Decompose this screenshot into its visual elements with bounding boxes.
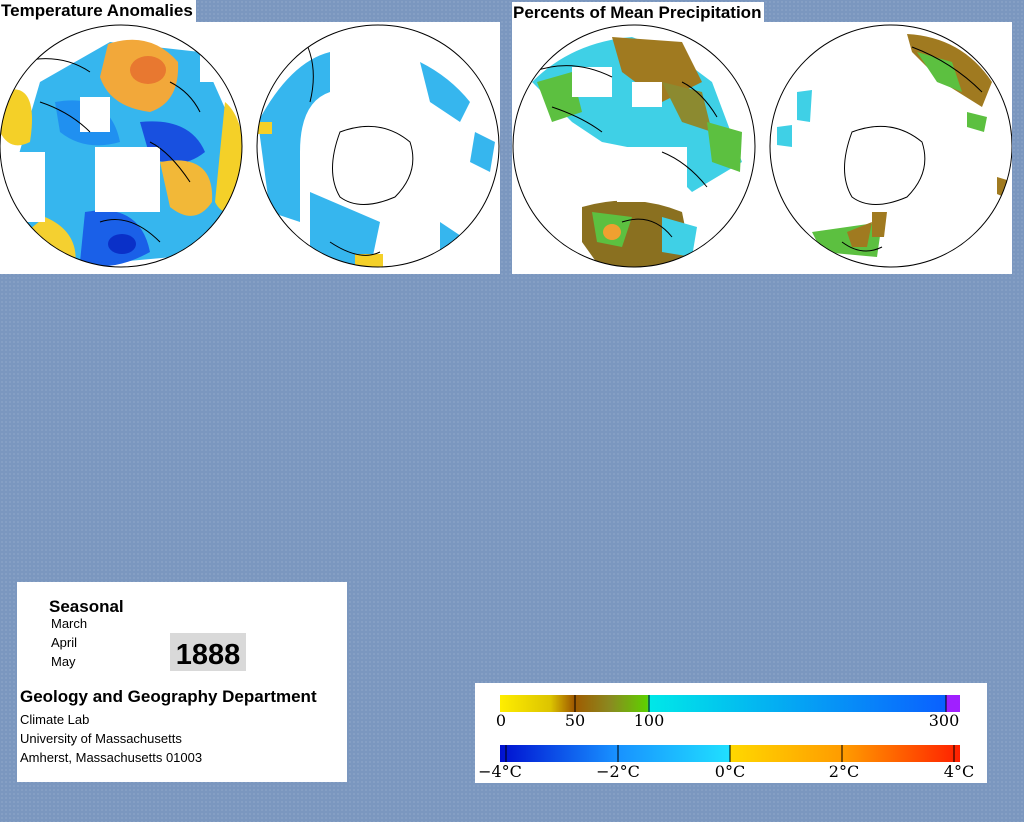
precip-tick-label: 300 <box>928 711 960 730</box>
temperature-panel-title: Temperature Anomalies <box>0 0 196 22</box>
precipitation-colorbar <box>500 695 960 712</box>
season-label: Seasonal <box>49 597 124 616</box>
temp-tick-label: −4°C <box>478 762 522 781</box>
temperature-anomalies-panel <box>0 22 500 274</box>
precipitation-panel <box>512 22 1012 274</box>
temp-tick-label: 0°C <box>714 762 746 781</box>
temp-tick-label: 4°C <box>943 762 975 781</box>
precipitation-map <box>512 24 1012 268</box>
month-label: May <box>51 654 76 669</box>
precipitation-panel-title: Percents of Mean Precipitation <box>512 2 765 24</box>
temp-tick-label: −2°C <box>596 762 640 781</box>
northern-hemisphere-temperature <box>0 25 242 267</box>
month-label: March <box>51 616 88 631</box>
temperature-map <box>0 24 500 268</box>
info-box: Seasonal March April May 1888 Geology an… <box>17 582 347 782</box>
department-name: Geology and Geography Department <box>20 687 317 706</box>
southern-hemisphere-precipitation <box>770 25 1012 267</box>
legend-bars <box>500 695 960 762</box>
color-legend: 0 50 100 300 −4°C −2°C 0°C 2°C 4°C <box>475 683 987 783</box>
address-line: Amherst, Massachusetts 01003 <box>20 750 203 765</box>
southern-hemisphere-temperature <box>257 25 499 267</box>
precip-tick-label: 50 <box>564 711 586 730</box>
precip-tick-label: 0 <box>495 711 507 730</box>
year-display: 1888 <box>170 633 246 671</box>
address-line: Climate Lab <box>20 712 90 727</box>
precip-tick-label: 100 <box>633 711 665 730</box>
month-label: April <box>51 635 78 650</box>
address-line: University of Massachusetts <box>20 731 182 746</box>
temp-tick-label: 2°C <box>828 762 860 781</box>
northern-hemisphere-precipitation <box>513 25 755 267</box>
